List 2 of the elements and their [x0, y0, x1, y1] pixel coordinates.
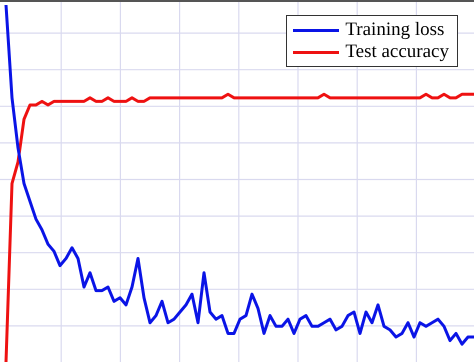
legend-label: Training loss: [345, 19, 444, 41]
legend-label: Test accuracy: [345, 41, 449, 63]
